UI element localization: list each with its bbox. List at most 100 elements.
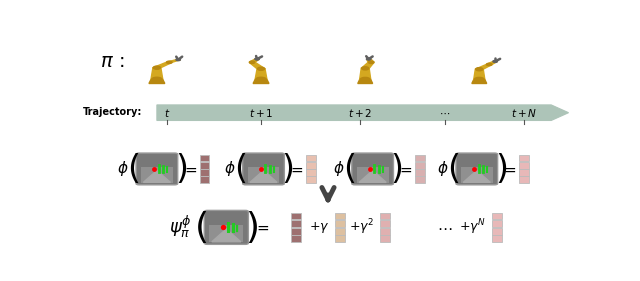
Text: $=$: $=$ <box>288 162 304 176</box>
Polygon shape <box>255 69 267 80</box>
Text: $\phi$: $\phi$ <box>223 159 235 178</box>
Polygon shape <box>360 68 371 80</box>
FancyBboxPatch shape <box>200 169 209 176</box>
FancyBboxPatch shape <box>520 155 529 162</box>
FancyBboxPatch shape <box>492 220 502 227</box>
Polygon shape <box>463 170 490 182</box>
Polygon shape <box>476 64 492 69</box>
Polygon shape <box>359 170 386 182</box>
Polygon shape <box>143 170 170 182</box>
Text: $($: $($ <box>447 152 459 186</box>
FancyBboxPatch shape <box>335 228 346 235</box>
Text: $+\gamma^2$: $+\gamma^2$ <box>349 217 374 237</box>
Circle shape <box>493 60 497 62</box>
Polygon shape <box>361 62 374 68</box>
FancyBboxPatch shape <box>209 225 243 242</box>
FancyBboxPatch shape <box>520 176 529 183</box>
FancyBboxPatch shape <box>415 155 425 162</box>
Text: $+\gamma$: $+\gamma$ <box>309 220 330 235</box>
Circle shape <box>367 58 371 60</box>
Circle shape <box>255 58 259 60</box>
FancyBboxPatch shape <box>204 210 248 244</box>
Polygon shape <box>153 62 172 68</box>
Circle shape <box>166 61 172 64</box>
Circle shape <box>256 77 266 82</box>
Text: $\cdots$: $\cdots$ <box>437 220 452 235</box>
Polygon shape <box>151 68 163 80</box>
Text: $=$: $=$ <box>182 162 198 176</box>
Circle shape <box>176 59 180 61</box>
FancyBboxPatch shape <box>200 176 209 183</box>
Text: $)$: $)$ <box>390 152 403 186</box>
FancyBboxPatch shape <box>306 176 316 183</box>
Text: $)$: $)$ <box>281 152 293 186</box>
Polygon shape <box>249 59 259 62</box>
FancyBboxPatch shape <box>492 228 502 235</box>
FancyBboxPatch shape <box>306 169 316 176</box>
FancyBboxPatch shape <box>141 167 173 183</box>
FancyBboxPatch shape <box>492 235 502 242</box>
Text: $)$: $)$ <box>495 152 507 186</box>
FancyBboxPatch shape <box>335 235 346 242</box>
FancyBboxPatch shape <box>352 153 394 185</box>
Polygon shape <box>358 80 372 83</box>
Circle shape <box>250 61 255 64</box>
FancyBboxPatch shape <box>248 167 280 183</box>
Polygon shape <box>474 69 485 80</box>
Text: $\phi$: $\phi$ <box>117 159 129 178</box>
Polygon shape <box>472 80 487 83</box>
Text: $t+N$: $t+N$ <box>511 107 537 119</box>
Text: $+\gamma^N$: $+\gamma^N$ <box>459 217 486 237</box>
FancyBboxPatch shape <box>291 235 301 242</box>
Circle shape <box>486 63 492 65</box>
Text: $t+1$: $t+1$ <box>249 107 273 119</box>
Text: $\pi\,:$: $\pi\,:$ <box>100 53 125 71</box>
FancyBboxPatch shape <box>415 162 425 169</box>
FancyBboxPatch shape <box>306 162 316 169</box>
Polygon shape <box>250 170 277 182</box>
Circle shape <box>152 77 162 82</box>
Polygon shape <box>212 229 241 242</box>
Text: $\phi$: $\phi$ <box>436 159 449 178</box>
FancyBboxPatch shape <box>456 153 498 185</box>
Text: $\phi$: $\phi$ <box>333 159 344 178</box>
Text: $=$: $=$ <box>502 162 518 176</box>
FancyBboxPatch shape <box>380 235 390 242</box>
Circle shape <box>362 67 369 70</box>
Polygon shape <box>157 105 568 121</box>
Text: $($: $($ <box>234 152 246 186</box>
FancyBboxPatch shape <box>415 176 425 183</box>
Polygon shape <box>486 62 497 64</box>
Polygon shape <box>166 60 180 62</box>
FancyBboxPatch shape <box>415 169 425 176</box>
FancyBboxPatch shape <box>335 213 346 219</box>
Text: $\cdots$: $\cdots$ <box>439 108 450 118</box>
Polygon shape <box>367 59 374 62</box>
FancyBboxPatch shape <box>520 162 529 169</box>
FancyBboxPatch shape <box>291 213 301 219</box>
FancyBboxPatch shape <box>461 167 493 183</box>
FancyBboxPatch shape <box>380 220 390 227</box>
FancyBboxPatch shape <box>200 162 209 169</box>
FancyBboxPatch shape <box>291 220 301 227</box>
FancyBboxPatch shape <box>492 213 502 219</box>
Text: $t+2$: $t+2$ <box>348 107 372 119</box>
FancyBboxPatch shape <box>306 155 316 162</box>
Circle shape <box>154 66 161 69</box>
FancyBboxPatch shape <box>291 228 301 235</box>
FancyBboxPatch shape <box>356 167 388 183</box>
Text: $)$: $)$ <box>175 152 187 186</box>
Circle shape <box>360 77 370 82</box>
Text: $($: $($ <box>342 152 355 186</box>
Text: $=$: $=$ <box>253 220 270 235</box>
Polygon shape <box>249 62 265 69</box>
Text: $\psi_\pi^\phi$: $\psi_\pi^\phi$ <box>168 214 191 241</box>
Text: Trajectory:: Trajectory: <box>83 106 142 117</box>
Text: $($: $($ <box>194 209 207 245</box>
Circle shape <box>257 67 264 70</box>
Text: $=$: $=$ <box>397 162 413 176</box>
Polygon shape <box>149 80 165 83</box>
FancyBboxPatch shape <box>380 228 390 235</box>
FancyBboxPatch shape <box>200 155 209 162</box>
Polygon shape <box>253 80 269 83</box>
